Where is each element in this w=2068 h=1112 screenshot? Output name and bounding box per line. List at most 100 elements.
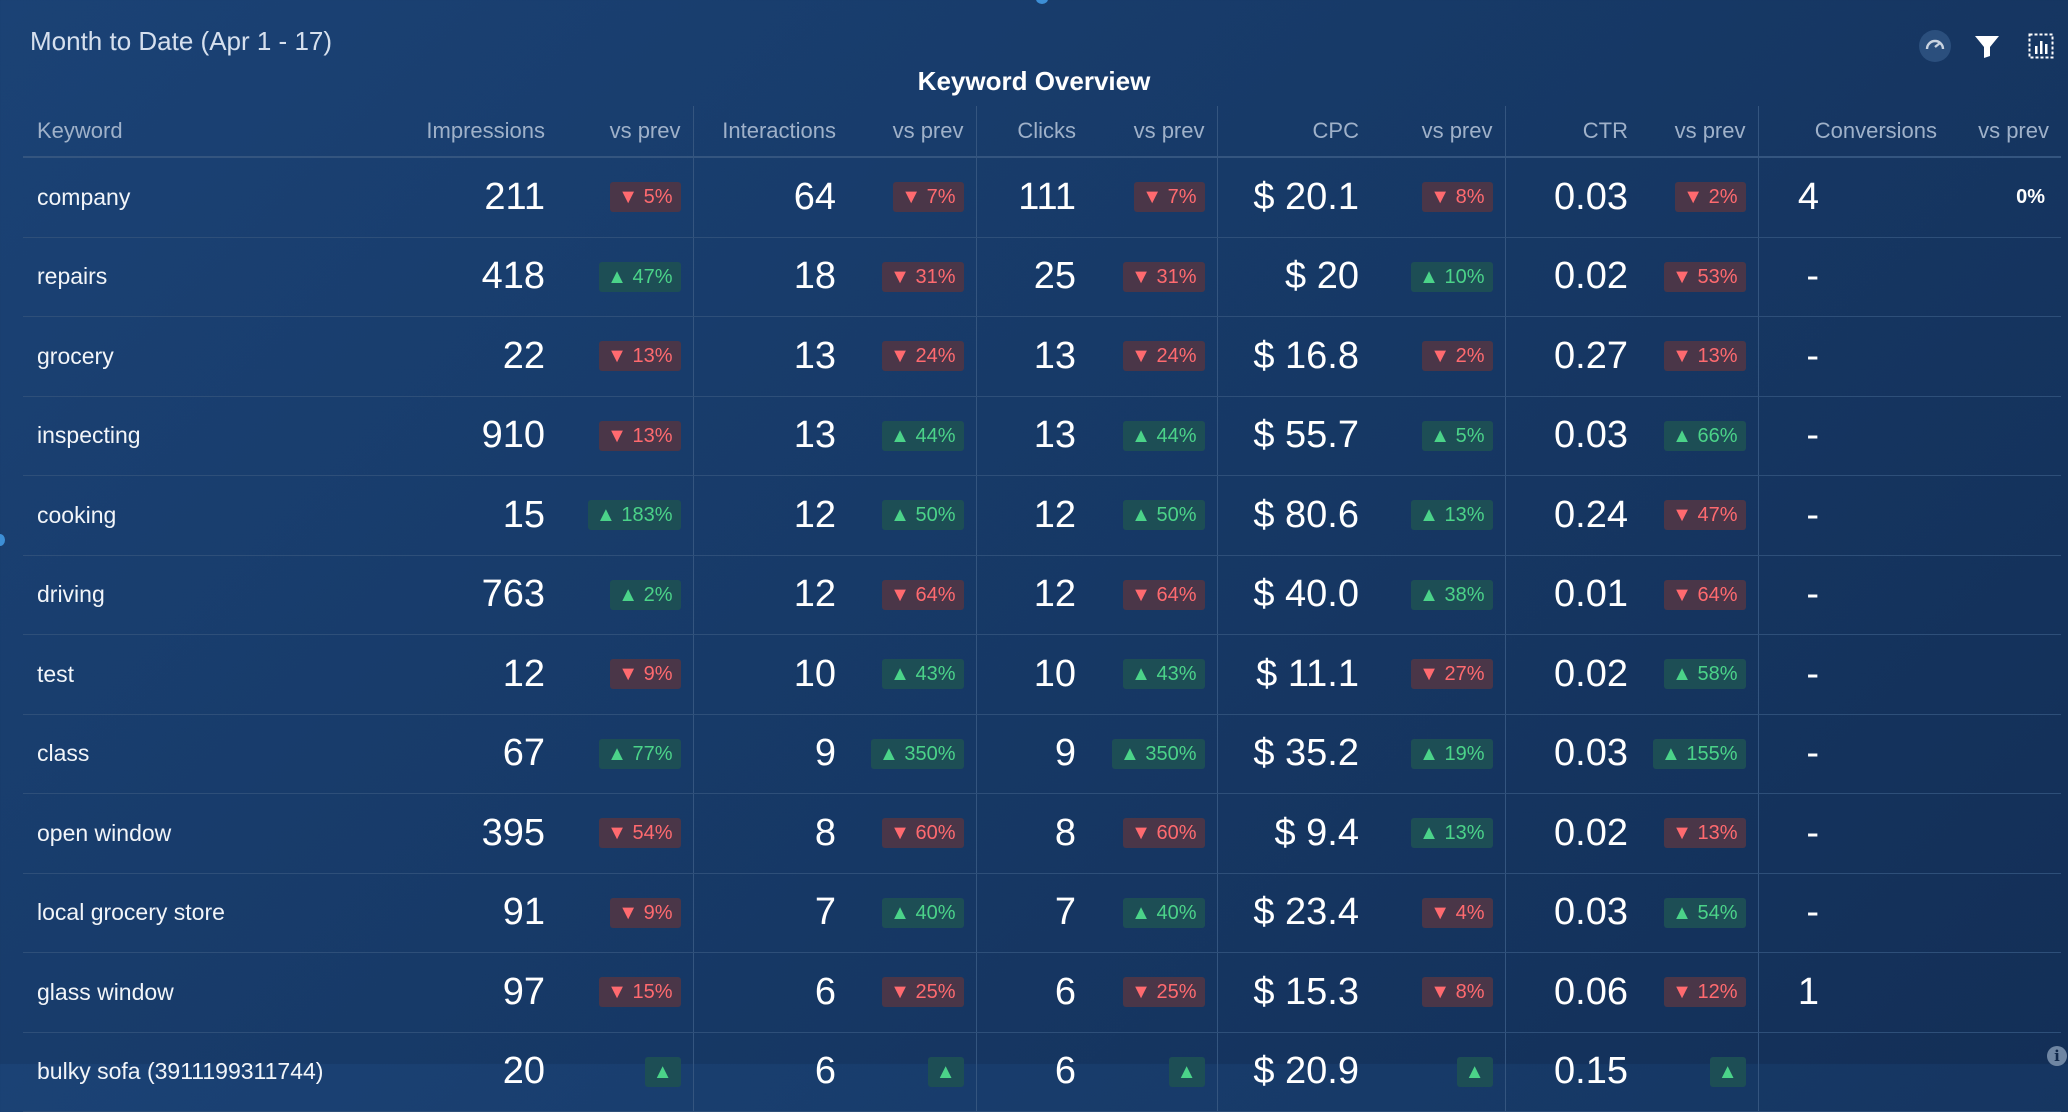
delta-value: 27% [1444, 663, 1485, 686]
conversions-delta [1949, 237, 2061, 317]
header-conversions[interactable]: Conversions [1758, 106, 1949, 158]
header-cpc-vs-prev[interactable]: vs prev [1371, 106, 1506, 158]
cpc-delta: ▲ 13% [1371, 475, 1506, 556]
clicks-cell: 12 [976, 555, 1088, 635]
table-row[interactable]: inspecting 910 ▼ 13% 13 ▲ 44% 13 ▲ 44% $ 55.7 ▲ … [23, 396, 2061, 476]
table-row[interactable]: open window 395 ▼ 54% 8 ▼ 60% 8 ▼ 60% $ 9.4 ▲ 13… [23, 793, 2061, 874]
left-resize-handle[interactable] [0, 534, 5, 546]
header-cpc[interactable]: CPC [1217, 106, 1371, 158]
delta-value: 64% [1697, 583, 1738, 606]
keyword-cell: glass window [23, 952, 402, 1033]
triangle-up-icon: ▲ [1131, 663, 1157, 686]
delta-up-badge: ▲ [1709, 1056, 1746, 1087]
delta-up-badge: ▲ 43% [882, 659, 964, 690]
table-row[interactable]: glass window 97 ▼ 15% 6 ▼ 25% 6 ▼ 25% $ 15.3 ▼ 8… [23, 952, 2061, 1033]
top-resize-handle[interactable] [1036, 0, 1048, 4]
clicks-cell: 6 [976, 952, 1088, 1033]
table-row[interactable]: test 12 ▼ 9% 10 ▲ 43% 10 ▲ 43% $ 11.1 ▼ 27% 0.02 ▲… [23, 634, 2061, 715]
header-conversions-vs-prev[interactable]: vs prev [1949, 106, 2061, 158]
header-impressions[interactable]: Impressions [402, 106, 557, 158]
triangle-down-icon: ▼ [1672, 822, 1698, 845]
interactions-delta: ▼ 64% [848, 555, 977, 635]
header-ctr[interactable]: CTR [1505, 106, 1640, 158]
triangle-down-icon: ▼ [1672, 583, 1698, 606]
filter-icon[interactable] [1971, 30, 2003, 62]
clicks-delta: ▼ 64% [1088, 555, 1218, 635]
delta-value: 13% [632, 345, 673, 368]
delta-value: 8% [1455, 981, 1485, 1004]
header-clicks-vs-prev[interactable]: vs prev [1088, 106, 1218, 158]
cpc-cell: $ 35.2 [1217, 714, 1371, 794]
table-row[interactable]: class 67 ▲ 77% 9 ▲ 350% 9 ▲ 350% $ 35.2 ▲ 19% 0.0… [23, 714, 2061, 794]
table-row[interactable]: cooking 15 ▲ 183% 12 ▲ 50% 12 ▲ 50% $ 80.6 ▲ 13%… [23, 475, 2061, 556]
header-impressions-vs-prev[interactable]: vs prev [557, 106, 694, 158]
ctr-cell: 0.06 [1505, 952, 1640, 1033]
impressions-cell: 91 [402, 873, 557, 953]
table-row[interactable]: local grocery store 91 ▼ 9% 7 ▲ 40% 7 ▲ 40% $ 2… [23, 873, 2061, 953]
table-row[interactable]: bulky sofa (3911199311744) 20 ▲ 6 ▲ 6 ▲ $ 20… [23, 1032, 2061, 1112]
header-interactions-vs-prev[interactable]: vs prev [848, 106, 977, 158]
ctr-cell: 0.03 [1505, 873, 1640, 953]
header-interactions[interactable]: Interactions [693, 106, 848, 158]
keyword-cell: repairs [23, 237, 402, 317]
table-row[interactable]: company 211 ▼ 5% 64 ▼ 7% 111 ▼ 7% $ 20.1 ▼ 8% 0.0… [23, 157, 2061, 238]
cpc-delta: ▲ 5% [1371, 396, 1506, 476]
delta-down-badge: ▼ 25% [1123, 977, 1205, 1008]
delta-down-badge: ▼ 7% [893, 182, 964, 213]
delta-value: 8% [1455, 186, 1485, 209]
interactions-delta: ▲ 40% [848, 873, 977, 953]
triangle-up-icon: ▲ [1176, 1060, 1197, 1083]
impressions-delta: ▲ 2% [557, 555, 694, 635]
delta-value: 2% [1708, 186, 1738, 209]
interactions-cell: 6 [693, 952, 848, 1033]
table-row[interactable]: driving 763 ▲ 2% 12 ▼ 64% 12 ▼ 64% $ 40.0 ▲ 38% 0… [23, 555, 2061, 635]
conversions-cell: - [1758, 396, 1949, 476]
triangle-up-icon: ▲ [1672, 901, 1698, 924]
impressions-cell: 97 [402, 952, 557, 1033]
delta-down-badge: ▼ 2% [1675, 182, 1746, 213]
clicks-delta: ▲ [1088, 1032, 1218, 1112]
header-clicks[interactable]: Clicks [976, 106, 1088, 158]
delta-value: 350% [904, 742, 956, 765]
delta-value: 38% [1444, 583, 1485, 606]
cpc-delta: ▲ [1371, 1032, 1506, 1112]
triangle-down-icon: ▼ [901, 186, 927, 209]
header-keyword[interactable]: Keyword [23, 106, 402, 158]
ctr-cell: 0.02 [1505, 237, 1640, 317]
date-range-label: Month to Date (Apr 1 - 17) [30, 26, 333, 56]
triangle-down-icon: ▼ [1430, 981, 1456, 1004]
interactions-delta: ▲ [848, 1032, 977, 1112]
keyword-cell: local grocery store [23, 873, 402, 953]
info-icon[interactable]: i [2047, 1046, 2067, 1066]
delta-value: 9% [643, 663, 673, 686]
ctr-delta: ▼ 13% [1640, 793, 1759, 874]
impressions-cell: 67 [402, 714, 557, 794]
chart-settings-icon[interactable] [2025, 30, 2057, 62]
conversions-delta [1949, 873, 2061, 953]
delta-down-badge: ▼ 13% [599, 420, 681, 451]
table-row[interactable]: grocery 22 ▼ 13% 13 ▼ 24% 13 ▼ 24% $ 16.8 ▼ 2% 0.… [23, 316, 2061, 397]
delta-down-badge: ▼ 60% [1123, 818, 1205, 849]
delta-value: 2% [1455, 345, 1485, 368]
clicks-delta: ▼ 31% [1088, 237, 1218, 317]
table-row[interactable]: repairs 418 ▲ 47% 18 ▼ 31% 25 ▼ 31% $ 20 ▲ 10% 0.… [23, 237, 2061, 317]
conversions-delta [1949, 316, 2061, 397]
cpc-cell: $ 9.4 [1217, 793, 1371, 874]
header-ctr-vs-prev[interactable]: vs prev [1640, 106, 1759, 158]
interactions-cell: 6 [693, 1032, 848, 1112]
cpc-cell: $ 20.1 [1217, 157, 1371, 238]
clicks-cell: 7 [976, 873, 1088, 953]
delta-up-badge: ▲ 2% [610, 579, 681, 610]
keyword-cell: class [23, 714, 402, 794]
delta-value: 53% [1697, 265, 1738, 288]
ctr-delta: ▲ 155% [1640, 714, 1759, 794]
delta-up-badge: ▲ 44% [1123, 420, 1205, 451]
ctr-delta: ▼ 12% [1640, 952, 1759, 1033]
delta-up-badge: ▲ 350% [1111, 738, 1205, 769]
ctr-delta: ▼ 64% [1640, 555, 1759, 635]
triangle-down-icon: ▼ [1131, 981, 1157, 1004]
ctr-cell: 0.03 [1505, 714, 1640, 794]
delta-up-badge: ▲ 19% [1411, 738, 1493, 769]
gauge-icon[interactable] [1919, 30, 1951, 62]
delta-down-badge: ▼ 8% [1422, 977, 1493, 1008]
